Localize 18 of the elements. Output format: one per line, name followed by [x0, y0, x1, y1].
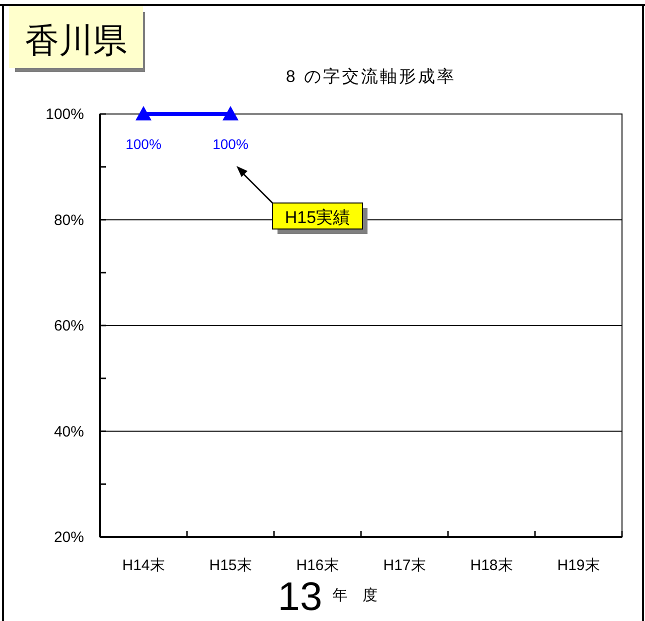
data-label: 100%: [126, 136, 162, 152]
x-tick-label: H15末: [209, 557, 252, 574]
x-tick-label: H19末: [557, 557, 600, 574]
chart-title: 8 の字交流軸形成率: [286, 67, 456, 86]
text: 13: [278, 575, 322, 619]
data-label: 100%: [212, 136, 248, 152]
y-tick-label: 40%: [54, 423, 84, 440]
x-tick-label: H18末: [470, 557, 513, 574]
text: 香川県: [25, 22, 127, 60]
x-tick-label: H16末: [296, 557, 339, 574]
annotation: H15実績: [284, 208, 350, 227]
y-tick-label: 100%: [46, 106, 84, 123]
x-tick-label: H14末: [122, 557, 165, 574]
y-tick-label: 20%: [54, 529, 84, 546]
y-tick-label: 60%: [54, 318, 84, 334]
x-tick-label: H17末: [383, 557, 426, 574]
y-tick-label: 80%: [54, 212, 84, 229]
x-axis-title: 年 度: [332, 587, 378, 604]
